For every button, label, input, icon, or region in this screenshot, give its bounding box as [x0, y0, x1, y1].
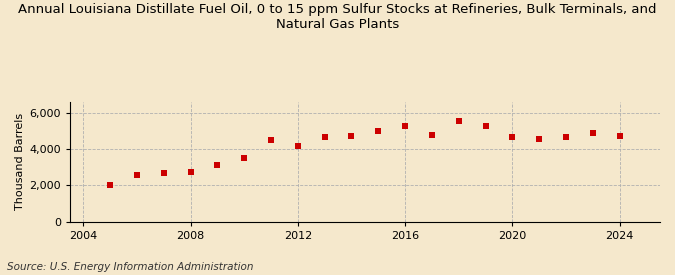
- Point: [587, 131, 598, 135]
- Point: [132, 172, 142, 177]
- Point: [346, 134, 357, 139]
- Point: [266, 138, 277, 142]
- Point: [185, 170, 196, 174]
- Point: [614, 133, 625, 138]
- Y-axis label: Thousand Barrels: Thousand Barrels: [15, 113, 25, 210]
- Point: [159, 170, 169, 175]
- Point: [212, 163, 223, 168]
- Point: [319, 135, 330, 140]
- Point: [400, 123, 410, 128]
- Text: Annual Louisiana Distillate Fuel Oil, 0 to 15 ppm Sulfur Stocks at Refineries, B: Annual Louisiana Distillate Fuel Oil, 0 …: [18, 3, 657, 31]
- Point: [239, 156, 250, 160]
- Point: [480, 124, 491, 129]
- Point: [373, 129, 383, 133]
- Point: [292, 143, 303, 148]
- Point: [534, 137, 545, 141]
- Point: [507, 135, 518, 140]
- Text: Source: U.S. Energy Information Administration: Source: U.S. Energy Information Administ…: [7, 262, 253, 272]
- Point: [454, 119, 464, 123]
- Point: [105, 183, 115, 188]
- Point: [427, 133, 437, 137]
- Point: [561, 135, 572, 140]
